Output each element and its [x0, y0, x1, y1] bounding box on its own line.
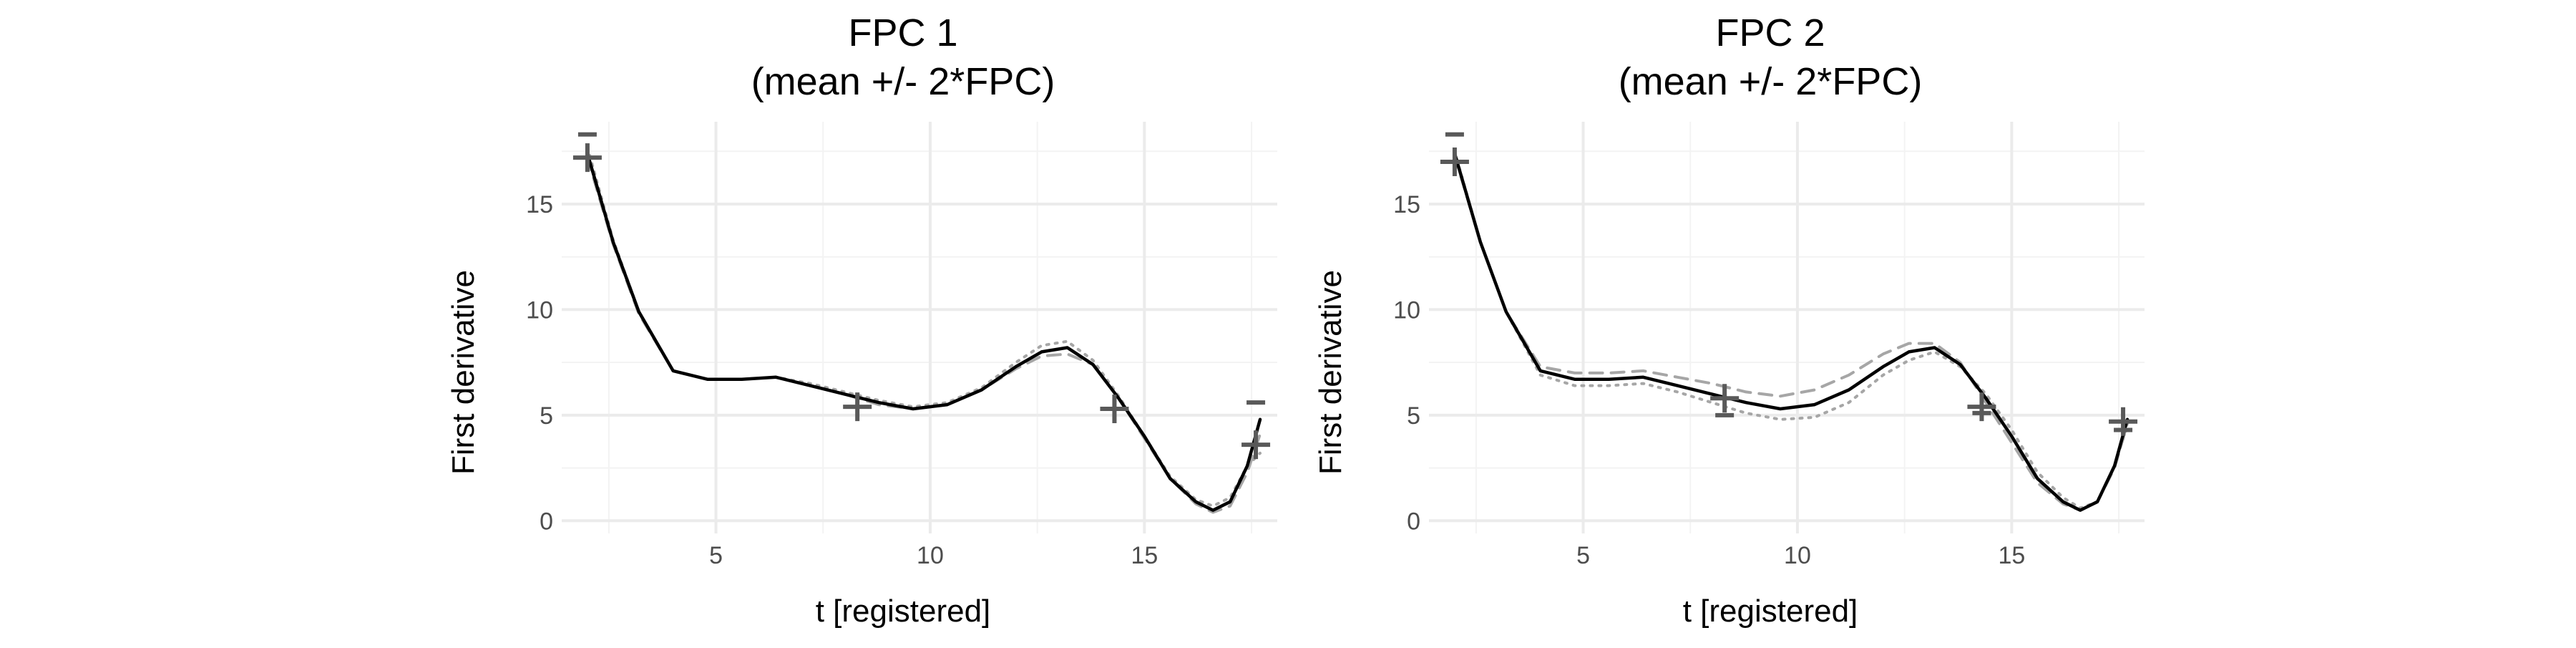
- series-line-mean: [585, 151, 1262, 512]
- chart-title-line-1: FPC 2: [1715, 11, 1825, 54]
- y-axis-label: First derivative: [446, 270, 481, 475]
- plus-marker: [1440, 148, 1469, 177]
- x-tick-label: 10: [917, 542, 944, 569]
- series-line-mean: [1453, 151, 2129, 512]
- x-tick-label: 15: [1998, 542, 2025, 569]
- plus-marker: [1967, 392, 1996, 422]
- x-tick-label: 15: [1131, 542, 1158, 569]
- y-axis-label: First derivative: [1313, 270, 1348, 475]
- panel-fpc-1: FPC 1 (mean +/- 2*FPC) t [registered] Fi…: [446, 11, 1277, 629]
- plus-marker: [1710, 384, 1740, 413]
- y-tick-label: 15: [526, 191, 553, 218]
- x-axis-label: t [registered]: [816, 594, 991, 629]
- y-tick-label: 0: [1407, 508, 1420, 535]
- grid: [1429, 122, 2145, 533]
- y-tick-label: 0: [540, 508, 553, 535]
- grid: [562, 122, 1277, 533]
- series-line-plus: [1453, 154, 2129, 512]
- x-tick-label: 5: [1576, 542, 1590, 569]
- panel-fpc-2: FPC 2 (mean +/- 2*FPC) t [registered] Fi…: [1313, 11, 2145, 629]
- series-line-minus: [1453, 150, 2129, 510]
- plus-marker: [1241, 430, 1271, 460]
- plus-marker: [1100, 395, 1129, 424]
- plus-marker: [843, 392, 872, 422]
- y-tick-label: 10: [1393, 296, 1420, 324]
- y-tick-label: 5: [1407, 402, 1420, 430]
- plus-marker: [572, 143, 602, 173]
- y-tick-label: 10: [526, 296, 553, 324]
- x-tick-label: 10: [1784, 542, 1811, 569]
- y-tick-label: 5: [540, 402, 553, 430]
- chart-title-line-2: (mean +/- 2*FPC): [1619, 60, 1923, 103]
- x-axis-label: t [registered]: [1683, 594, 1858, 629]
- series-line-minus: [585, 145, 1262, 508]
- chart-title-line-1: FPC 1: [848, 11, 957, 54]
- y-tick-label: 15: [1393, 191, 1420, 218]
- chart-title-line-2: (mean +/- 2*FPC): [751, 60, 1055, 103]
- x-tick-label: 5: [709, 542, 723, 569]
